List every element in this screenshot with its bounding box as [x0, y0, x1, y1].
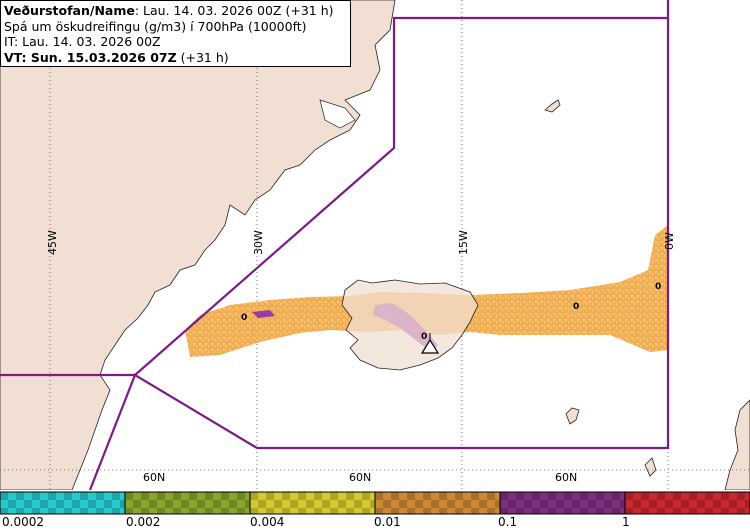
legend-tick: 1 — [622, 515, 630, 529]
plume-marker: 0 — [573, 302, 579, 312]
legend-tick: 0.004 — [250, 515, 285, 529]
initial-time: IT: Lau. 14. 03. 2026 00Z — [4, 34, 161, 49]
concentration-legend — [0, 491, 750, 515]
forecast-info-box: Veðurstofan/Name: Lau. 14. 03. 2026 00Z … — [0, 0, 351, 67]
valid-time: VT: Sun. 15.03.2026 07Z — [4, 49, 177, 65]
ash-plume-high-west — [252, 310, 275, 318]
greenland-fjord — [319, 99, 356, 129]
ash-plume-low — [185, 225, 668, 357]
lon-label: 30W — [252, 230, 265, 255]
info-line-valid: VT: Sun. 15.03.2026 07Z (+31 h) — [4, 50, 347, 66]
faroe-islands — [565, 407, 580, 425]
norway-coast — [724, 399, 750, 490]
plume-marker: 0 — [421, 332, 427, 342]
volcano-icon — [420, 333, 440, 354]
jan-mayen-island — [544, 99, 561, 113]
info-line-name: Veðurstofan/Name: Lau. 14. 03. 2026 00Z … — [4, 3, 347, 19]
forecast-lead: (+31 h) — [176, 49, 229, 65]
legend-tick: 0.01 — [374, 515, 401, 529]
lat-label: 60N — [143, 471, 165, 484]
lon-label: 15W — [457, 230, 470, 255]
plume-marker: 0 — [241, 313, 247, 323]
lon-label: 45W — [46, 230, 59, 255]
agency-name: Veðurstofan/Name — [4, 3, 135, 18]
greenland-landmass — [0, 0, 396, 490]
lon-label: 0W — [663, 232, 676, 250]
issue-time: : Lau. 14. 03. 2026 00Z (+31 h) — [134, 3, 334, 18]
iceland-landmass — [341, 279, 479, 371]
forecast-description: Spá um öskudreifingu (g/m3) í 700hPa (10… — [4, 18, 307, 34]
lat-label: 60N — [349, 471, 371, 484]
ash-dispersion-map: 0 0 0 0 45W 30W 15W 0W 60N 60N 60N — [0, 0, 750, 490]
lat-label: 60N — [555, 471, 577, 484]
legend-tick: 0.0002 — [2, 515, 44, 529]
legend-color-swatch — [624, 491, 750, 515]
plume-marker: 0 — [655, 282, 661, 292]
region-boundary — [0, 0, 670, 490]
legend-tick: 0.1 — [498, 515, 518, 529]
legend-tick: 0.002 — [126, 515, 161, 529]
